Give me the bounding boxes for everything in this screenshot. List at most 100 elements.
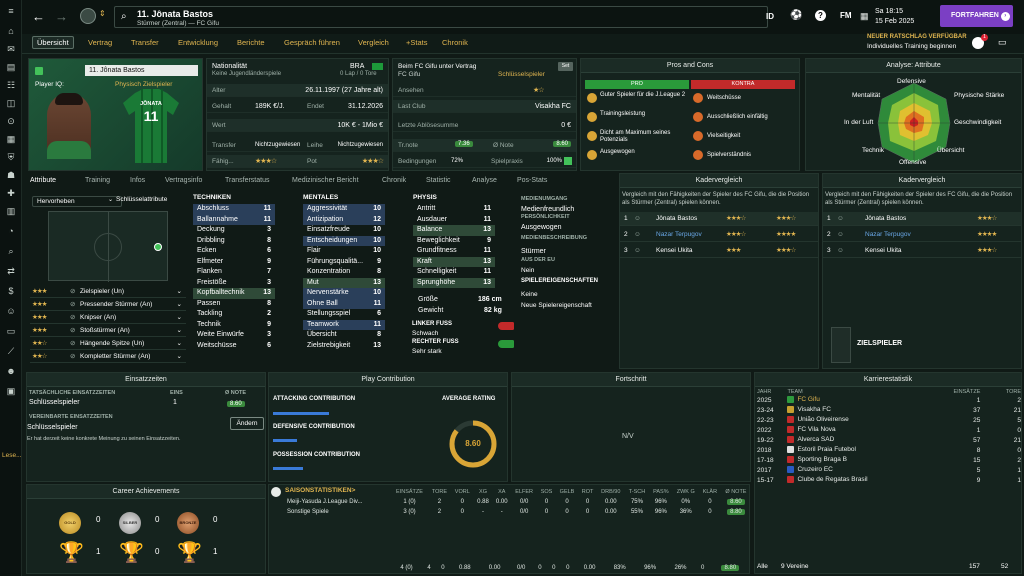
tactics-icon[interactable]: ◫ — [6, 98, 16, 108]
id-button[interactable]: ID — [766, 12, 774, 21]
tab-analysis[interactable]: Analyse — [472, 177, 497, 184]
screen-icon[interactable]: ▭ — [998, 37, 1007, 47]
fm-menu-button[interactable]: FM — [840, 11, 852, 20]
attribute-name: Freistöße — [197, 278, 227, 286]
squad-row[interactable]: 1 ☺ Jônata Bastos ★★★☆ ★★★☆ — [620, 212, 818, 226]
subnav-compare[interactable]: Vergleich — [358, 38, 389, 47]
gold-medal-icon: GOLD — [59, 512, 81, 534]
role-row[interactable]: ★★★ ⊘ Knipser (An) ⌄ — [30, 312, 186, 324]
inbox-icon[interactable]: ✉ — [7, 44, 15, 54]
role-row[interactable]: ★★★ ⊘ Stoßstürmer (An) ⌄ — [30, 325, 186, 337]
career-row[interactable]: 2025 FC Gifu 1 2 — [755, 395, 1023, 405]
search-icon[interactable]: ⌕ — [8, 246, 14, 256]
key-attributes-dropdown[interactable]: Schlüsselattribute — [116, 196, 168, 203]
tab-training[interactable]: Training — [85, 177, 111, 184]
role-row[interactable]: ★★★ ⊘ Pressender Stürmer (An) ⌄ — [30, 299, 186, 311]
squad-icon[interactable]: ▤ — [6, 62, 16, 72]
season-stat-row[interactable]: Meiji-Yasuda J.League Div... 1 (0) 2 0 0.88 0… — [269, 497, 751, 507]
career-year: 23-24 — [757, 406, 774, 414]
data-icon[interactable]: ▥ — [6, 206, 16, 216]
medical-icon[interactable]: ✚ — [7, 188, 15, 198]
tab-medical[interactable]: Medizinischer Bericht — [292, 177, 359, 184]
club-badge-icon[interactable] — [80, 8, 96, 24]
player-search-bar[interactable]: ⌕ 11. Jônata Bastos Stürmer (Zentral) — … — [114, 6, 768, 28]
tab-attributes[interactable]: Attribute — [30, 177, 57, 184]
career-row[interactable]: 23-24 Visakha FC 37 21 — [755, 405, 1023, 415]
season-stat-row[interactable]: Sonstige Spiele 3 (0) 2 0 - - 0/0 0 0 0 0.00 55% 96%… — [269, 507, 751, 517]
back-arrow-icon[interactable]: ← — [32, 9, 45, 24]
change-status-button[interactable]: Set — [558, 62, 573, 71]
calendar-icon[interactable]: ▦ — [6, 134, 16, 144]
tab-history[interactable]: Chronik — [382, 177, 407, 184]
new-trait-dropdown[interactable]: Neue Spielereigenschaft — [521, 302, 592, 309]
subnav-reports[interactable]: Berichte — [237, 38, 265, 47]
squad-row[interactable]: 1 ☺ Jônata Bastos ★★★☆ — [823, 212, 1021, 226]
squad-row[interactable]: 2 ☺ Nazar Terpugov ★★★☆ ★★★★ — [620, 228, 818, 242]
club-icon[interactable]: ⛨ — [7, 152, 15, 162]
squad-row[interactable]: 3 ☺ Kensei Ukita ★★★☆ — [823, 244, 1021, 258]
season-total-value: 8.80 — [710, 563, 751, 573]
tab-statistic[interactable]: Statistic — [426, 177, 451, 184]
tab-infos[interactable]: Infos — [130, 177, 146, 184]
subnav-history[interactable]: Chronik — [442, 38, 468, 47]
forward-arrow-icon[interactable]: → — [55, 9, 68, 24]
ball-icon[interactable]: ⚽ — [790, 10, 803, 21]
menu-icon[interactable]: ≡ — [8, 6, 14, 16]
tab-contract-info[interactable]: Vertragsinfo — [165, 177, 203, 184]
career-row[interactable]: 17-18 Sporting Braga B 15 2 — [755, 455, 1023, 465]
squad-player-name: Kensei Ukita — [656, 247, 693, 254]
subnav-transfer[interactable]: Transfer — [131, 38, 159, 47]
subnav-contract[interactable]: Vertrag — [88, 38, 113, 47]
tab-pos-stats[interactable]: Pos-Stats — [517, 177, 548, 184]
radar-label-defensive: Defensive — [897, 78, 926, 85]
notification-icon[interactable] — [972, 37, 984, 49]
help-icon[interactable]: ? — [815, 10, 826, 21]
attribute-value: 11 — [373, 320, 381, 328]
subnav-overview[interactable]: Übersicht — [32, 36, 74, 49]
finance-icon[interactable]: $ — [8, 286, 14, 296]
attribute-name: Mut — [307, 278, 319, 286]
continue-button[interactable]: FORTFAHREN › — [940, 5, 1013, 27]
squad-row[interactable]: 2 ☺ Nazar Terpugov ★★★★ — [823, 228, 1021, 242]
squad-comparison-panel-2: Kadervergleich Vergleich mit den Fähigke… — [822, 173, 1022, 369]
season-stats-title[interactable]: SAISONSTATISTIKEN> — [285, 487, 356, 494]
staff-icon[interactable]: ☷ — [6, 80, 16, 90]
career-row[interactable]: 2022 FC Vila Nova 1 0 — [755, 425, 1023, 435]
career-row[interactable]: 15-17 Clube de Regatas Brasil 9 1 — [755, 475, 1023, 485]
advice-text[interactable]: Individuelles Training beginnen — [867, 43, 957, 50]
training-icon[interactable]: ⊙ — [7, 116, 15, 126]
squad-player-name: Jônata Bastos — [865, 215, 907, 222]
scouting-icon[interactable]: ☗ — [6, 170, 16, 180]
attribute-name: Ohne Ball — [307, 299, 338, 307]
home-icon[interactable]: ⌂ — [8, 26, 14, 36]
subnav-stats[interactable]: +Stats — [406, 38, 428, 47]
pros-header: PRO — [585, 80, 689, 89]
sidebar-reading-label[interactable]: Lese... — [2, 452, 22, 459]
tab-transfer-status[interactable]: Transferstatus — [225, 177, 270, 184]
stats-icon[interactable]: ◔ — [8, 226, 14, 236]
role-row[interactable]: ★★★ ⊘ Zielspieler (Un) ⌄ — [30, 286, 186, 298]
subnav-talk[interactable]: Gespräch führen — [284, 38, 340, 47]
career-row[interactable]: 2018 Estoril Praia Futebol 8 0 — [755, 445, 1023, 455]
youth-icon[interactable]: ☺ — [6, 306, 16, 316]
career-team-header: TEAM — [787, 389, 803, 395]
radar-label-offensive: Offensive — [899, 159, 927, 166]
squad-row[interactable]: 3 ☺ Kensei Ukita ★★★ ★★★☆ — [620, 244, 818, 258]
report-icon[interactable]: ▣ — [6, 386, 16, 396]
player-switch-icon[interactable]: ⇕ — [99, 9, 106, 18]
season-stat-header: ELFER — [515, 489, 534, 495]
role-row[interactable]: ★★☆ ⊘ Kompletter Stürmer (An) ⌄ — [30, 351, 186, 363]
change-playing-time-button[interactable]: Ändern — [230, 417, 264, 430]
chart-icon[interactable]: ⟋ — [7, 346, 15, 356]
career-row[interactable]: 19-22 Alverca SAD 57 21 — [755, 435, 1023, 445]
people-icon[interactable]: ☻ — [6, 366, 16, 376]
highlight-dropdown[interactable]: Hervorheben — [32, 196, 122, 207]
briefcase-icon[interactable]: ▭ — [6, 326, 16, 336]
career-row[interactable]: 2017 Cruzeiro EC 5 1 — [755, 465, 1023, 475]
role-row[interactable]: ★★☆ ⊘ Hängende Spitze (Un) ⌄ — [30, 338, 186, 350]
subnav-development[interactable]: Entwicklung — [178, 38, 219, 47]
calendar-icon[interactable]: ▦ — [860, 11, 869, 21]
career-row[interactable]: 22-23 União Oliveirense 25 5 — [755, 415, 1023, 425]
player-type-icon — [35, 67, 43, 75]
transfers-icon[interactable]: ⇄ — [7, 266, 15, 276]
